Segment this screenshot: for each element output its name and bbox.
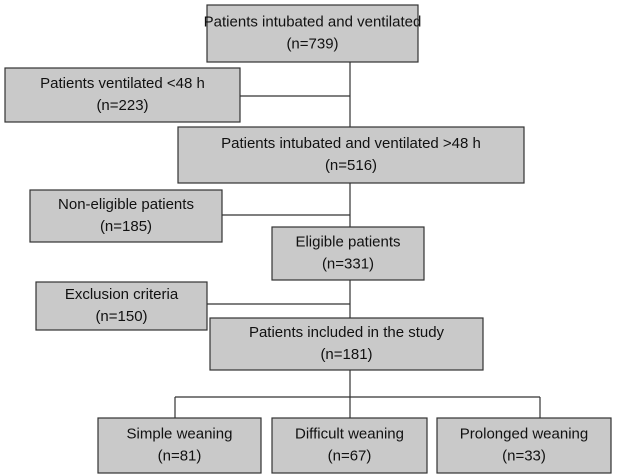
box-label: Patients ventilated <48 h <box>40 75 205 92</box>
box-label: Patients included in the study <box>249 324 445 341</box>
box <box>29 189 223 243</box>
box <box>436 417 612 474</box>
box <box>35 281 208 331</box>
connectors <box>174 62 541 418</box>
box-count: (n=150) <box>95 308 147 325</box>
box-count: (n=331) <box>322 255 374 272</box>
box-count: (n=739) <box>286 35 338 52</box>
box-count: (n=33) <box>502 447 546 464</box>
box-label: Eligible patients <box>295 233 400 250</box>
box <box>209 317 484 371</box>
box-count: (n=516) <box>325 157 377 174</box>
box-label: Patients intubated and ventilated <box>204 13 422 30</box>
box <box>271 226 425 281</box>
box-label: Difficult weaning <box>295 425 404 442</box>
box-label: Prolonged weaning <box>460 425 588 442</box>
box-label: Exclusion criteria <box>65 286 179 303</box>
box <box>4 67 241 123</box>
box-label: Patients intubated and ventilated >48 h <box>221 135 481 152</box>
box-count: (n=181) <box>320 346 372 363</box>
box-label: Non-eligible patients <box>58 196 194 213</box>
box-label: Simple weaning <box>127 425 233 442</box>
box-count: (n=185) <box>100 218 152 235</box>
box-count: (n=81) <box>158 447 202 464</box>
box <box>97 417 262 474</box>
box <box>271 417 428 474</box>
box-count: (n=67) <box>328 447 372 464</box>
box <box>177 126 525 184</box>
box <box>206 4 419 63</box>
box-count: (n=223) <box>96 97 148 114</box>
